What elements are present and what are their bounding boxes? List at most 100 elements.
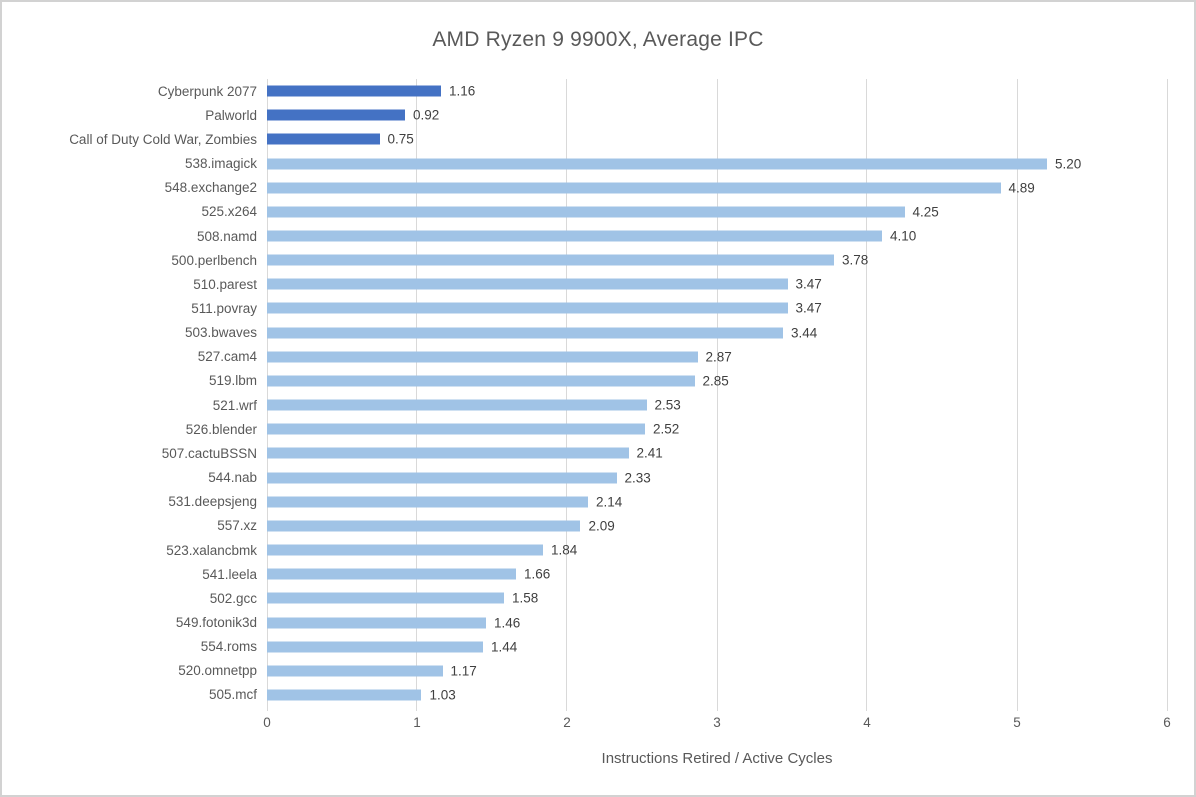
category-label: 521.wrf: [212, 397, 257, 413]
x-axis-tick-label: 4: [863, 715, 871, 730]
bar-track: 1.16: [267, 79, 1167, 103]
value-label: 3.44: [791, 325, 818, 341]
category-label: 549.fotonik3d: [175, 615, 257, 631]
bar: [267, 544, 543, 556]
value-label: 4.25: [912, 204, 939, 220]
bar-track: 2.14: [267, 490, 1167, 514]
gridline: [1016, 79, 1018, 711]
bar-track: 1.46: [267, 610, 1167, 634]
category-label: 503.bwaves: [184, 325, 257, 341]
value-label: 2.14: [596, 494, 623, 510]
value-label: 1.66: [524, 566, 551, 582]
value-label: 1.16: [449, 83, 476, 99]
bar-track: 1.03: [267, 683, 1167, 707]
bar: [267, 85, 441, 97]
gridline: [866, 79, 868, 711]
x-axis-tick-label: 1: [413, 715, 421, 730]
value-label: 3.47: [795, 300, 822, 316]
value-label: 2.52: [653, 421, 680, 437]
bar-row: 519.lbm 2.85: [2, 369, 1167, 393]
bar-track: 4.25: [267, 200, 1167, 224]
bar-row: 508.namd 4.10: [2, 224, 1167, 248]
bar: [267, 472, 617, 484]
category-label: Cyberpunk 2077: [157, 83, 257, 99]
value-label: 1.58: [512, 590, 539, 606]
category-label: 554.roms: [200, 639, 257, 655]
bar-track: 2.41: [267, 441, 1167, 465]
category-label: 538.imagick: [184, 156, 257, 172]
bar: [267, 327, 783, 339]
category-label: Call of Duty Cold War, Zombies: [69, 131, 257, 147]
value-label: 1.44: [491, 639, 518, 655]
bar-row: 510.parest 3.47: [2, 272, 1167, 296]
value-label: 2.09: [588, 518, 615, 534]
bar-track: 2.52: [267, 417, 1167, 441]
bar-row: 526.blender 2.52: [2, 417, 1167, 441]
bar: [267, 351, 698, 363]
value-label: 2.33: [624, 470, 651, 486]
gridline: [416, 79, 418, 711]
bar-track: 2.53: [267, 393, 1167, 417]
bar: [267, 641, 483, 653]
gridline: [716, 79, 718, 711]
bar: [267, 568, 516, 580]
category-label: 520.omnetpp: [178, 663, 257, 679]
category-label: 508.namd: [196, 228, 257, 244]
bar-track: 2.33: [267, 466, 1167, 490]
bar-row: 531.deepsjeng 2.14: [2, 490, 1167, 514]
gridline: [566, 79, 568, 711]
bar-track: 4.89: [267, 176, 1167, 200]
bar-track: 5.20: [267, 151, 1167, 175]
bar-track: 1.84: [267, 538, 1167, 562]
category-label: 525.x264: [201, 204, 257, 220]
bar-row: 511.povray 3.47: [2, 296, 1167, 320]
value-label: 4.89: [1008, 180, 1035, 196]
category-label: 510.parest: [193, 276, 257, 292]
bar-row: 523.xalancbmk 1.84: [2, 538, 1167, 562]
category-label: 531.deepsjeng: [168, 494, 257, 510]
bar-track: 1.17: [267, 659, 1167, 683]
bar-row: Palworld 0.92: [2, 103, 1167, 127]
bar-row: 500.perlbench 3.78: [2, 248, 1167, 272]
category-label: Palworld: [205, 107, 257, 123]
bar: [267, 206, 905, 218]
category-label: 523.xalancbmk: [166, 542, 257, 558]
bar-track: 2.87: [267, 345, 1167, 369]
bar: [267, 254, 834, 266]
bar-row: 548.exchange2 4.89: [2, 176, 1167, 200]
value-label: 3.47: [795, 276, 822, 292]
bar-row: 541.leela 1.66: [2, 562, 1167, 586]
x-axis-tick-label: 3: [713, 715, 721, 730]
x-axis-tick-label: 2: [563, 715, 571, 730]
x-axis-tick-label: 6: [1163, 715, 1171, 730]
value-label: 4.10: [890, 228, 917, 244]
bar-row: 554.roms 1.44: [2, 635, 1167, 659]
bar: [267, 182, 1001, 194]
category-label: 544.nab: [208, 470, 257, 486]
bar-track: 2.09: [267, 514, 1167, 538]
gridline: [266, 79, 268, 711]
bar: [267, 617, 486, 629]
category-label: 541.leela: [202, 566, 257, 582]
bar-track: 0.75: [267, 127, 1167, 151]
bar: [267, 447, 629, 459]
bar-track: 2.85: [267, 369, 1167, 393]
bar-row: 549.fotonik3d 1.46: [2, 610, 1167, 634]
bar: [267, 592, 504, 604]
x-axis-tick-label: 5: [1013, 715, 1021, 730]
bar: [267, 520, 581, 532]
category-label: 500.perlbench: [171, 252, 257, 268]
bar-row: 521.wrf 2.53: [2, 393, 1167, 417]
bar-track: 1.58: [267, 586, 1167, 610]
bar-row: 525.x264 4.25: [2, 200, 1167, 224]
value-label: 1.03: [429, 687, 456, 703]
bar-track: 3.47: [267, 296, 1167, 320]
value-label: 1.46: [494, 615, 521, 631]
bar-track: 3.47: [267, 272, 1167, 296]
bar-row: 520.omnetpp 1.17: [2, 659, 1167, 683]
value-label: 0.75: [387, 131, 414, 147]
bar-row: 538.imagick 5.20: [2, 151, 1167, 175]
bar: [267, 133, 380, 145]
bar-track: 3.78: [267, 248, 1167, 272]
value-label: 2.85: [702, 373, 729, 389]
